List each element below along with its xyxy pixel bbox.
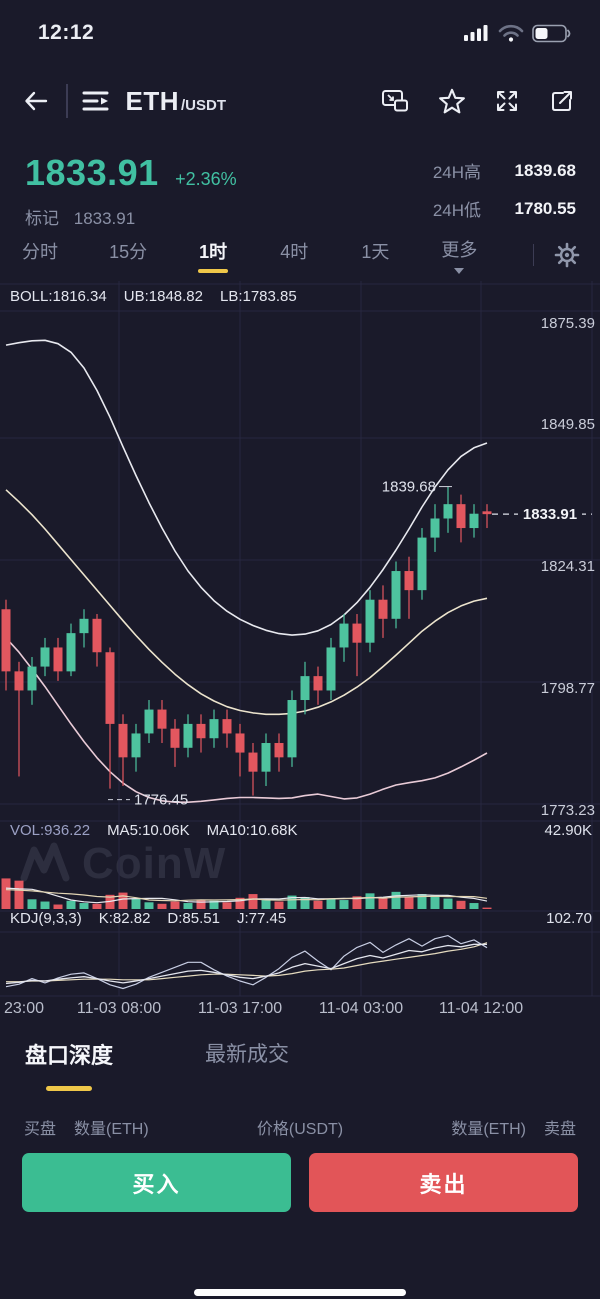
kdj-d-value: D:85.51 [167,910,220,927]
svg-text:1849.85: 1849.85 [541,416,595,433]
vol-ma10-value: MA10:10.68K [206,822,298,839]
kdj-axis-max: 102.70 [546,910,592,927]
time-tick: 23:00 [4,1000,45,1017]
pair-quote: /USDT [181,96,226,114]
chevron-down-icon [454,268,465,274]
tab-interval-4h[interactable]: 4时 [280,241,309,262]
high-label: 24H高 [432,163,481,182]
svg-text:1833.91: 1833.91 [523,506,577,523]
fullscreen-expand-icon[interactable] [493,88,521,114]
share-icon[interactable] [548,88,576,114]
low-label: 24H低 [432,201,481,220]
kdj-k-value: K:82.82 [98,910,151,927]
sell-button[interactable]: 卖出 [309,1153,578,1212]
time-tick: 11-04 03:00 [318,1000,404,1017]
ticker-left: 1833.91 +2.36% 标记 1833.91 [25,152,237,229]
tab-interval-1d[interactable]: 1天 [361,241,390,262]
status-time: 12:12 [38,21,95,44]
orderbook-column-headers: 买盘 数量(ETH) 价格(USDT) 数量(ETH) 卖盘 [0,1091,600,1139]
col-buy-side: 买盘 [24,1121,57,1138]
wifi-icon [498,24,524,42]
high-value: 1839.68 [514,160,576,180]
change-percent: +2.36% [175,169,237,189]
trade-actions: 买入 卖出 [0,1139,600,1212]
mark-value: 1833.91 [73,209,136,228]
nav-bar: ETH /USDT [0,52,600,136]
pair-title[interactable]: ETH /USDT [126,86,227,117]
tab-latest-trades[interactable]: 最新成交 [205,1043,290,1066]
kdj-j-value: J:77.45 [236,910,287,927]
volume-indicator-row: VOL:936.22 MA5:10.06K MA10:10.68K 42.90K [10,822,592,839]
buy-button[interactable]: 买入 [22,1153,291,1212]
vol-axis-max: 42.90K [544,822,592,839]
status-bar: 12:12 [0,0,600,52]
col-qty-sell: 数量(ETH) [451,1121,526,1138]
tab-depth[interactable]: 盘口深度 [25,1038,113,1091]
svg-text:1773.23: 1773.23 [541,802,595,819]
nav-divider [66,84,68,118]
col-price: 价格(USDT) [256,1121,344,1138]
chart-canvas[interactable]: CoinW 1875.39 1849.85 1824.31 1798.77 1773.2… [0,281,600,1018]
time-tick: 11-04 12:00 [438,1000,524,1017]
pip-chart-icon[interactable] [381,88,411,114]
high-low-block: 24H高 1839.68 24H低 1780.55 [433,152,576,229]
col-qty-buy: 数量(ETH) [74,1121,149,1138]
market-list-icon[interactable] [82,89,110,113]
time-axis: 23:00 11-03 08:00 11-03 17:00 11-04 03:0… [0,997,600,1021]
coinw-watermark: CoinW [16,839,226,889]
watermark-text: CoinW [82,839,227,888]
nav-actions [381,88,576,115]
cellular-signal-icon [464,24,490,42]
orderbook-tab-bar: 盘口深度 最新成交 [0,1018,600,1091]
battery-icon [532,24,572,43]
interval-divider [532,244,534,266]
vol-ma5-value: MA5:10.06K [107,822,190,839]
tab-interval-15m[interactable]: 15分 [109,241,148,262]
last-price: 1833.91 [25,152,159,193]
svg-text:1875.39: 1875.39 [541,315,595,332]
low-value: 1780.55 [514,198,576,218]
svg-text:1824.31: 1824.31 [541,558,595,575]
home-indicator[interactable] [194,1289,406,1296]
favorite-star-icon[interactable] [438,88,466,115]
boll-mid-value: BOLL:1816.34 [10,288,107,305]
candlestick-chart-svg[interactable]: 1875.39 1849.85 1824.31 1798.77 1773.23 1839.… [0,281,600,1018]
mark-label: 标记 [25,209,59,228]
col-sell-side: 卖盘 [543,1121,576,1138]
svg-text:1839.68: 1839.68 [382,479,436,496]
boll-lower-value: LB:1783.85 [219,288,297,305]
low-row: 24H低 1780.55 [433,196,576,221]
back-icon[interactable] [22,88,50,114]
tab-interval-realtime[interactable]: 分时 [22,241,58,262]
high-row: 24H高 1839.68 [433,158,576,183]
ticker-section: 1833.91 +2.36% 标记 1833.91 24H高 1839.68 2… [0,136,600,229]
kdj-indicator-row: KDJ(9,3,3) K:82.82 D:85.51 J:77.45 102.7… [10,910,592,927]
time-tick: 11-03 08:00 [76,1000,162,1017]
interval-tab-bar: 分时 15分 1时 4时 1天 更多 [0,229,600,281]
svg-text:1776.45: 1776.45 [134,792,188,809]
boll-upper-value: UB:1848.82 [123,288,203,305]
coinw-logo-icon [20,842,70,882]
boll-indicator-row: BOLL:1816.34 UB:1848.82 LB:1783.85 [10,288,297,305]
time-tick: 11-03 17:00 [197,1000,283,1017]
chart-settings-gear-icon[interactable] [554,242,580,268]
vol-value: VOL:936.22 [10,822,91,839]
pair-base: ETH [125,85,179,116]
more-intervals-dropdown[interactable]: 更多 [441,236,477,274]
tab-interval-1h[interactable]: 1时 [198,238,229,273]
svg-text:1798.77: 1798.77 [541,680,595,697]
kdj-params: KDJ(9,3,3) [10,910,82,927]
mark-price-row: 标记 1833.91 [25,204,237,229]
status-icons [464,24,572,43]
